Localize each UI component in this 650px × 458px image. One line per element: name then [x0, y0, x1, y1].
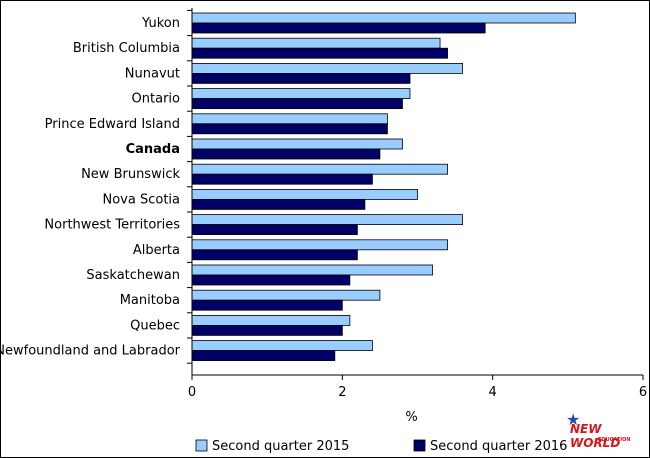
x-axis-label: %	[405, 410, 417, 425]
x-tick-label: 2	[338, 385, 346, 400]
bar-2016-northwest-territories	[191, 224, 358, 236]
bar-2015-northwest-territories	[191, 214, 464, 226]
bar-2015-quebec	[191, 314, 351, 326]
category-label: Newfoundland and Labrador	[0, 344, 181, 359]
bar-2016-new-brunswick	[191, 173, 373, 185]
bar-2015-nova-scotia	[191, 188, 418, 200]
bar-2016-yukon	[191, 22, 486, 34]
bar-2016-nunavut	[191, 73, 411, 84]
category-label: New Brunswick	[81, 167, 180, 182]
bar-2016-newfoundland-and-labrador	[191, 350, 336, 362]
bar-2016-canada	[191, 148, 381, 160]
category-label: Prince Edward Island	[45, 117, 180, 132]
category-label: Nova Scotia	[103, 192, 181, 207]
category-label: Canada	[126, 142, 180, 157]
legend-swatch-2015	[195, 439, 208, 452]
watermark-logo: ★ NEW WORLD EDUCATION	[566, 410, 646, 452]
category-label: Manitoba	[120, 293, 180, 308]
bar-2016-quebec	[191, 324, 343, 336]
bar-2015-british-columbia	[191, 37, 441, 49]
legend-swatch-2016	[413, 439, 426, 452]
bar-2015-saskatchewan	[191, 264, 433, 276]
bar-2015-canada	[191, 138, 403, 150]
bar-2016-british-columbia	[191, 47, 448, 59]
legend-label-2016: Second quarter 2016	[430, 439, 567, 454]
category-label: Alberta	[133, 243, 180, 258]
bar-2016-manitoba	[191, 299, 343, 311]
bar-2016-prince-edward-island	[191, 123, 388, 135]
x-tick-label: 6	[639, 385, 647, 400]
bar-2015-yukon	[191, 12, 576, 24]
legend-label-2015: Second quarter 2015	[212, 439, 349, 454]
bar-2015-alberta	[191, 239, 448, 251]
category-label: British Columbia	[73, 41, 180, 56]
x-tick-label: 4	[489, 385, 497, 400]
watermark-text: NEW WORLD	[570, 422, 621, 450]
bar-2015-nunavut	[191, 63, 464, 74]
star-icon: ★	[566, 410, 581, 429]
bar-2015-manitoba	[191, 289, 381, 301]
bar-2016-alberta	[191, 249, 358, 261]
bar-2016-ontario	[191, 98, 403, 109]
x-tick-label: 0	[188, 385, 196, 400]
bar-2016-saskatchewan	[191, 274, 351, 286]
category-label: Quebec	[130, 318, 180, 333]
watermark-subtext: EDUCATION	[598, 437, 631, 443]
category-label: Northwest Territories	[44, 218, 180, 233]
category-label: Yukon	[141, 16, 180, 31]
bar-2015-new-brunswick	[191, 163, 448, 175]
category-label: Saskatchewan	[86, 268, 180, 283]
bar-2015-newfoundland-and-labrador	[191, 340, 373, 352]
bar-2015-prince-edward-island	[191, 113, 388, 125]
bar-2016-nova-scotia	[191, 198, 366, 210]
bar-2015-ontario	[191, 88, 411, 99]
category-label: Nunavut	[125, 66, 180, 81]
category-label: Ontario	[132, 92, 180, 107]
